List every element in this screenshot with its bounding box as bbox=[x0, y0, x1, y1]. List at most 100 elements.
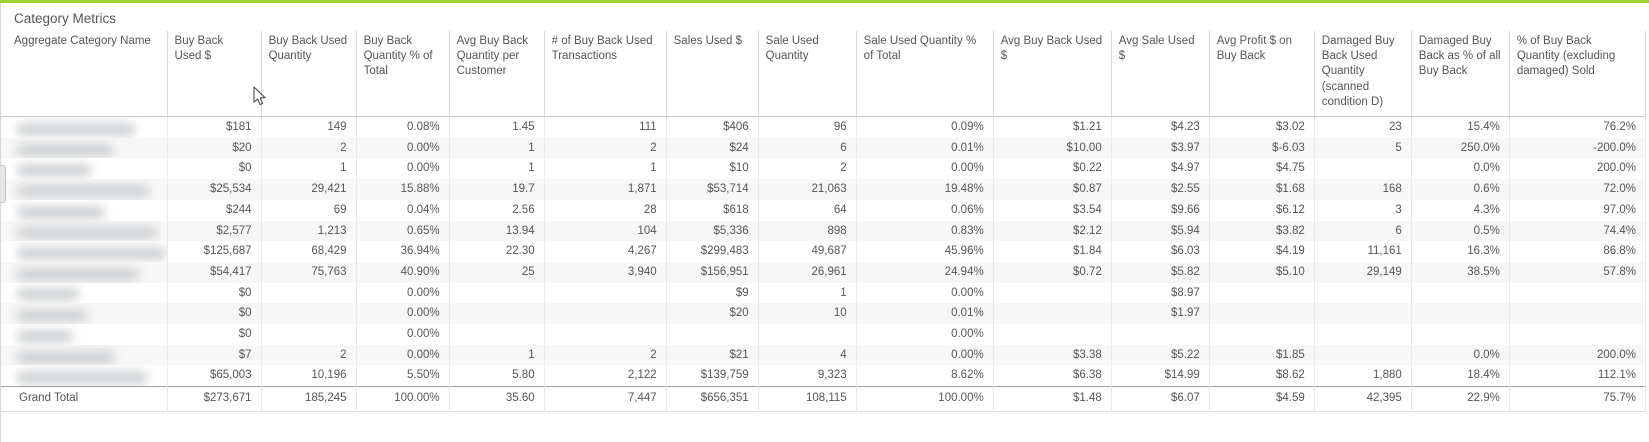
metric-cell: 9,323 bbox=[758, 365, 857, 387]
redacted-category-name bbox=[1, 241, 168, 262]
metric-cell: 0.00% bbox=[856, 344, 994, 366]
table-row: $20 2 0.00% 1 2 $24 6 0.01% $10.00 $3.97 $-6.03 5 25… bbox=[1, 137, 1647, 159]
metric-cell: $53,714 bbox=[666, 179, 759, 200]
redacted-category-name bbox=[1, 116, 168, 138]
column-header[interactable]: Sales Used $ bbox=[666, 31, 759, 117]
metric-cell: $3.82 bbox=[1209, 220, 1315, 242]
table-row: $0 0.00% $9 1 0.00% $8.97 bbox=[1, 282, 1647, 304]
metric-cell: 49,687 bbox=[758, 241, 857, 262]
column-header[interactable]: # of Buy Back Used Transactions bbox=[544, 31, 667, 117]
grand-total-cell: 185,245 bbox=[261, 386, 357, 412]
category-metrics-panel: Category Metrics Aggregate Category Name… bbox=[0, 3, 1649, 442]
metric-cell: 111 bbox=[544, 116, 667, 138]
metric-cell: 21,063 bbox=[758, 179, 857, 200]
grand-total-cell: $6.07 bbox=[1111, 386, 1210, 412]
grand-total-cell: 100.00% bbox=[356, 386, 450, 412]
redaction-blur bbox=[17, 205, 105, 219]
column-header[interactable]: Buy Back Quantity % of Total bbox=[356, 31, 450, 117]
metric-cell: 1 bbox=[449, 137, 545, 159]
metric-cell bbox=[449, 282, 545, 304]
metric-cell: 4.3% bbox=[1411, 199, 1510, 221]
redaction-blur bbox=[17, 184, 149, 198]
metric-cell: 86.8% bbox=[1509, 241, 1647, 262]
metric-cell: $9.66 bbox=[1111, 199, 1210, 221]
metric-cell: $0 bbox=[167, 303, 262, 325]
metric-cell: $2.55 bbox=[1111, 179, 1210, 200]
metric-cell: 0.83% bbox=[856, 220, 994, 242]
metric-cell: 2 bbox=[544, 137, 667, 159]
column-header[interactable]: Damaged Buy Back Used Quantity (scanned … bbox=[1314, 31, 1412, 117]
metric-cell bbox=[666, 324, 759, 345]
metric-cell: 57.8% bbox=[1509, 261, 1647, 283]
table-body: $181 149 0.08% 1.45 111 $406 96 0.09% $1.21 $4.23… bbox=[1, 116, 1647, 387]
metric-cell: $20 bbox=[666, 303, 759, 325]
column-header[interactable]: Sale Used Quantity bbox=[758, 31, 857, 117]
metric-cell: 112.1% bbox=[1509, 365, 1647, 387]
metric-cell: $10 bbox=[666, 158, 759, 180]
metric-cell: $4.75 bbox=[1209, 158, 1315, 180]
metric-cell: 8.62% bbox=[856, 365, 994, 387]
metric-cell: 898 bbox=[758, 220, 857, 242]
grand-total-cell: $656,351 bbox=[666, 386, 759, 412]
metric-cell: $5.10 bbox=[1209, 261, 1315, 283]
column-header[interactable]: Avg Profit $ on Buy Back bbox=[1209, 31, 1315, 117]
metric-cell: 29,421 bbox=[261, 179, 357, 200]
metric-cell: $1.85 bbox=[1209, 344, 1315, 366]
metric-cell: $5.82 bbox=[1111, 261, 1210, 283]
table-row: $7 2 0.00% 1 2 $21 4 0.00% $3.38 $5.22 $1.85 0.0% 20… bbox=[1, 344, 1647, 366]
table-row: $244 69 0.04% 2.56 28 $618 64 0.06% $3.54 $9.66 $6… bbox=[1, 199, 1647, 221]
metric-cell: 0.00% bbox=[356, 303, 450, 325]
grand-total-cell: 108,115 bbox=[758, 386, 857, 412]
grand-total-row: Grand Total $273,671 185,245 100.00% 35.60 7,… bbox=[1, 386, 1647, 412]
metric-cell: 5 bbox=[1314, 137, 1412, 159]
metric-cell: 0.01% bbox=[856, 137, 994, 159]
column-header[interactable]: Buy Back Used Quantity bbox=[261, 31, 357, 117]
column-header[interactable]: Sale Used Quantity % of Total bbox=[856, 31, 994, 117]
metric-cell bbox=[1209, 303, 1315, 325]
column-header[interactable]: Avg Buy Back Quantity per Customer bbox=[449, 31, 545, 117]
metric-cell: 2 bbox=[261, 137, 357, 159]
column-header[interactable]: Buy Back Used $ bbox=[167, 31, 262, 117]
metric-cell bbox=[1209, 324, 1315, 345]
metric-cell: 97.0% bbox=[1509, 199, 1647, 221]
column-header[interactable]: % of Buy Back Quantity (excluding damage… bbox=[1509, 31, 1647, 117]
metric-cell: 0.00% bbox=[356, 344, 450, 366]
metric-cell: 0.01% bbox=[856, 303, 994, 325]
redacted-category-name bbox=[1, 199, 168, 221]
metric-cell bbox=[993, 282, 1112, 304]
metric-cell: 18.4% bbox=[1411, 365, 1510, 387]
metric-cell: 25 bbox=[449, 261, 545, 283]
metric-cell: $5.94 bbox=[1111, 220, 1210, 242]
metric-cell: 6 bbox=[758, 137, 857, 159]
redacted-category-name bbox=[1, 137, 168, 159]
metric-cell: 0.5% bbox=[1411, 220, 1510, 242]
metric-cell bbox=[1509, 324, 1647, 345]
metric-cell: $24 bbox=[666, 137, 759, 159]
column-header[interactable]: Aggregate Category Name bbox=[1, 31, 168, 117]
redaction-blur bbox=[17, 371, 147, 385]
column-header[interactable]: Avg Sale Used $ bbox=[1111, 31, 1210, 117]
column-header[interactable]: Avg Buy Back Used $ bbox=[993, 31, 1112, 117]
metric-cell bbox=[1314, 303, 1412, 325]
metric-cell: $1.68 bbox=[1209, 179, 1315, 200]
metric-cell: 4,267 bbox=[544, 241, 667, 262]
metric-cell: 45.96% bbox=[856, 241, 994, 262]
metric-cell: 2 bbox=[544, 344, 667, 366]
metric-cell: $0 bbox=[167, 282, 262, 304]
grand-total-cell: 7,447 bbox=[544, 386, 667, 412]
column-header[interactable]: Damaged Buy Back as % of all Buy Back bbox=[1411, 31, 1510, 117]
redacted-category-name bbox=[1, 179, 168, 200]
metric-cell: $3.54 bbox=[993, 199, 1112, 221]
metric-cell: 200.0% bbox=[1509, 344, 1647, 366]
metric-cell: 0.00% bbox=[856, 324, 994, 345]
metric-cell bbox=[1314, 282, 1412, 304]
grand-total-cell: $273,671 bbox=[167, 386, 262, 412]
redaction-blur bbox=[17, 329, 73, 343]
metric-cell: 2 bbox=[758, 158, 857, 180]
metric-cell bbox=[544, 324, 667, 345]
metric-cell: $1.97 bbox=[1111, 303, 1210, 325]
redacted-category-name bbox=[1, 282, 168, 304]
metric-cell: 29,149 bbox=[1314, 261, 1412, 283]
metric-cell: 64 bbox=[758, 199, 857, 221]
metric-cell: 74.4% bbox=[1509, 220, 1647, 242]
